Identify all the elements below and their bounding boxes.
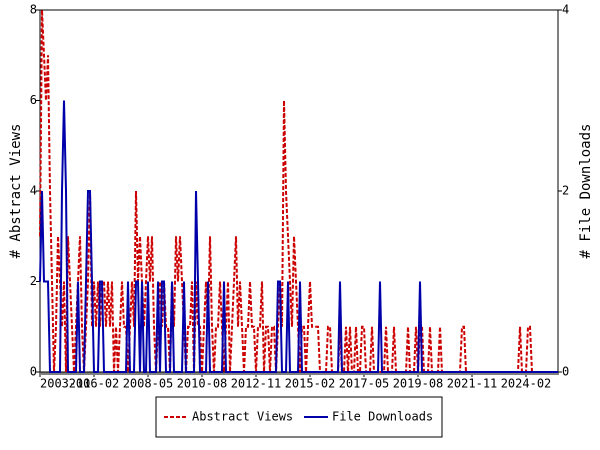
x-tick-label: 2008-05 bbox=[123, 377, 174, 391]
x-tick-label: 2006-02 bbox=[69, 377, 120, 391]
y2-tick-label: 2 bbox=[562, 184, 569, 198]
y-tick-label: 4 bbox=[30, 184, 37, 198]
x-tick-label: 2012-11 bbox=[231, 377, 282, 391]
y2-tick-label: 4 bbox=[562, 3, 569, 17]
x-tick-label: 2024-02 bbox=[501, 377, 552, 391]
series-line bbox=[39, 100, 558, 373]
x-tick-label: 2003-11 bbox=[40, 377, 91, 391]
y-tick-label: 6 bbox=[30, 93, 37, 107]
y-tick-label: 0 bbox=[30, 365, 37, 379]
x-tick-label: 2010-08 bbox=[177, 377, 228, 391]
x-tick-label: 2019-08 bbox=[393, 377, 444, 391]
x-tick-label: 2021-11 bbox=[447, 377, 498, 391]
x-tick-label: 2017-05 bbox=[339, 377, 390, 391]
legend-label: Abstract Views bbox=[192, 410, 293, 424]
y2-tick-label: 0 bbox=[562, 365, 569, 379]
legend-label: File Downloads bbox=[332, 410, 433, 424]
y-tick-label: 8 bbox=[30, 3, 37, 17]
x-tick-label: 2015-02 bbox=[285, 377, 336, 391]
y-axis-label: # Abstract Views bbox=[8, 124, 24, 259]
y-tick-label: 2 bbox=[30, 274, 37, 288]
y2-axis-label: # File Downloads bbox=[578, 124, 594, 259]
legend-box bbox=[155, 396, 443, 438]
